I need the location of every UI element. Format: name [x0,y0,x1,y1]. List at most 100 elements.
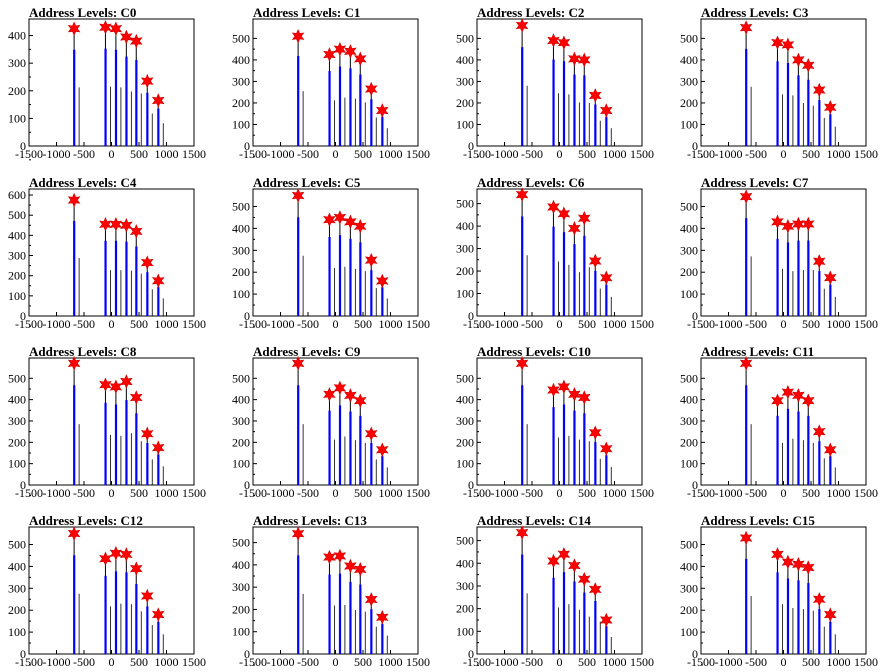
panel-11: Address Levels: C11 0 100 200 300 400 500 -1500… [680,344,878,500]
peak-marker [353,51,367,67]
x-tick-label: -1500 [239,317,267,331]
y-tick-label: 300 [456,414,474,428]
peak-marker [801,216,815,232]
x-tick-label: -500 [73,655,95,669]
spike-bar [297,217,300,316]
spike-bar [338,573,342,654]
spike-bar [349,68,352,146]
peak-marker [364,81,378,97]
x-tick-label: -500 [297,486,319,500]
peak-marker [67,356,81,371]
spike-bar [157,621,160,654]
x-tick-label: -1000 [715,317,743,331]
x-tick-label: 1500 [630,147,654,161]
spike-bar [521,216,524,316]
panel-3: Address Levels: C30100200300400500-1500-… [680,5,878,161]
peak-marker [781,554,795,570]
y-tick-label: 0 [468,139,474,153]
peak-marker [599,612,613,628]
spike-bar [583,592,586,654]
y-tick-label: 100 [680,117,698,131]
y-tick-label: 400 [232,558,250,572]
peak-marker [577,210,591,226]
spike-bar [381,623,384,654]
peak-marker [588,425,602,440]
x-tick-label: -1000 [267,655,295,669]
y-tick-label: 0 [244,309,250,323]
peak-marker [515,187,529,202]
spike-bar [135,59,138,146]
spike-bar [829,456,832,485]
x-tick-label: -500 [73,147,95,161]
x-tick-label: 500 [578,317,596,331]
x-tick-label: -1000 [267,317,295,331]
spike-bar [562,404,566,485]
x-tick-label: -500 [297,655,319,669]
x-tick-label: -1500 [239,655,267,669]
y-tick-label: 400 [8,228,26,242]
spike-bar [114,240,118,316]
x-tick-label: 0 [557,486,563,500]
x-tick-label: 0 [781,486,787,500]
panel-13: Address Levels: C13 0 100 200 300 400 500 -1500… [232,513,430,669]
spike-bar [359,584,362,654]
spike-bar [521,554,524,654]
plot-frame [700,357,867,486]
spike-bar [562,572,566,654]
spike-bar [104,240,107,316]
spike-bar [829,114,832,146]
x-tick-label: 500 [802,147,820,161]
spike-bar [349,411,352,485]
y-tick-label: 100 [456,457,474,471]
y-tick-label: 400 [232,53,250,67]
y-tick-label: 500 [232,536,250,550]
y-tick-label: 100 [232,117,250,131]
peak-marker [557,206,571,221]
peak-marker [323,47,336,62]
peak-marker [151,607,165,622]
peak-marker [333,548,347,564]
spike-bar [104,48,107,147]
spike-bar [776,572,779,654]
y-tick-label: 200 [680,435,698,449]
spike-bar [73,49,76,147]
x-tick-label: -1000 [43,655,71,669]
spike-bar [349,238,352,316]
peak-marker [792,216,805,232]
x-tick-label: -500 [521,655,543,669]
plot-frame [28,526,195,655]
panel-title: Address Levels: C1 [253,5,360,20]
peak-marker [771,547,784,562]
y-tick-label: 0 [244,647,250,661]
spike-bar [797,240,800,316]
x-tick-label: -1500 [687,655,715,669]
spike-bar [328,236,331,316]
peak-marker [344,214,357,230]
spike-bar [573,74,576,146]
peak-marker [547,553,560,569]
panel-title: Address Levels: C10 [477,344,591,359]
y-tick-label: 400 [680,393,698,407]
spike-bar [125,241,128,316]
x-tick-label: 1500 [854,486,878,500]
panel-10: Address Levels: C10 0 100 200 300 400 500 -1500… [456,344,654,500]
peak-marker [577,390,591,405]
peak-marker [577,571,591,587]
peak-marker [515,356,529,371]
y-tick-label: 500 [456,534,474,548]
peak-marker [333,210,347,225]
plot-frame [476,188,643,317]
peak-marker [568,51,581,67]
x-tick-label: -500 [73,486,95,500]
spike-bar [745,385,748,485]
peak-marker [323,549,336,565]
x-tick-label: 1500 [182,147,206,161]
x-tick-label: -500 [521,486,543,500]
spike-bar [114,404,118,485]
peak-marker [129,33,143,49]
spike-bar [328,410,331,485]
y-tick-label: 0 [468,647,474,661]
peak-marker [515,525,529,540]
x-tick-label: -1500 [463,317,491,331]
x-tick-label: 500 [802,486,820,500]
